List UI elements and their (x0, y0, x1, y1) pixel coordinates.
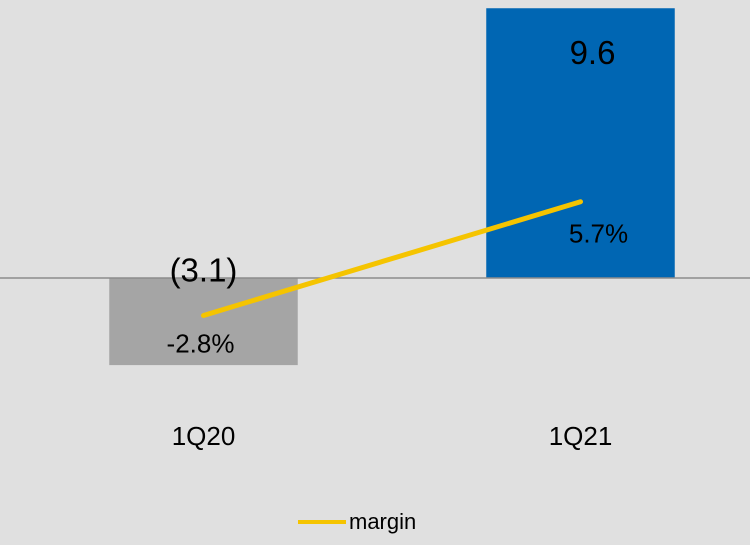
x-tick-label: 1Q20 (172, 421, 236, 451)
line (201, 199, 583, 318)
bar (486, 8, 675, 279)
bar-value-label: (3.1) (170, 252, 238, 289)
bar (109, 278, 298, 366)
bar-value-label: 9.6 (570, 34, 616, 71)
line-value-label: -2.8% (167, 328, 235, 358)
x-tick-label: 1Q21 (549, 421, 613, 451)
legend-label: margin (349, 509, 416, 534)
line-value-label: 5.7% (569, 219, 628, 249)
